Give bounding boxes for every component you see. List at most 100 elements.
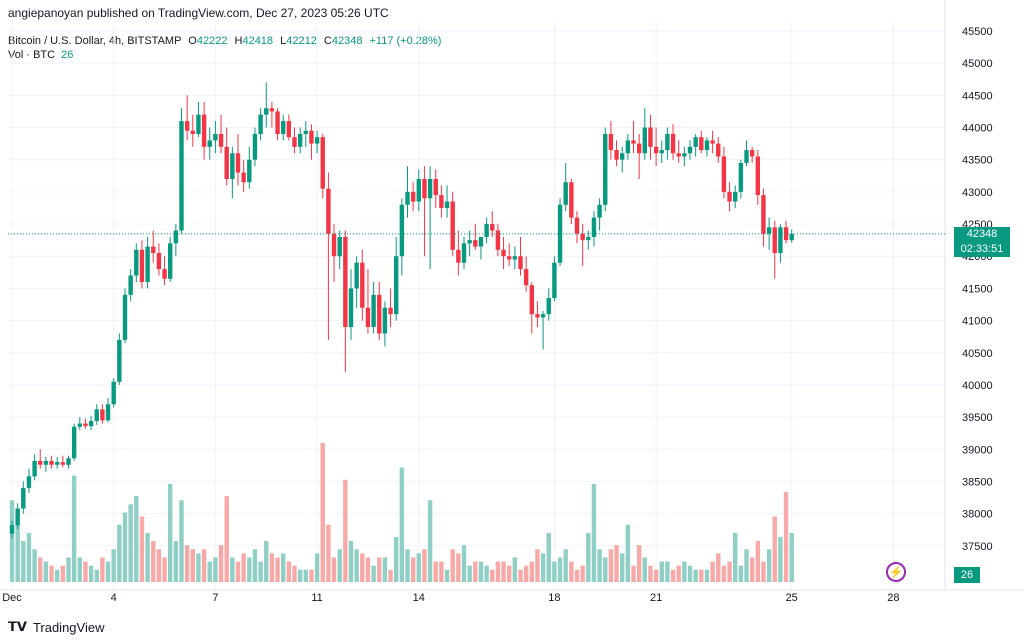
volume-bar: [21, 541, 26, 582]
y-tick-label: 45000: [962, 58, 993, 70]
volume-bar: [744, 549, 749, 582]
volume-bar: [247, 557, 252, 582]
candle-body: [196, 114, 201, 134]
volume-bar: [269, 553, 275, 582]
volume-bar: [38, 557, 43, 582]
candle-body: [348, 288, 354, 328]
volume-bar: [264, 541, 269, 582]
candle-body: [693, 137, 698, 147]
candle-body: [744, 150, 749, 163]
volume-bar: [518, 569, 523, 582]
candle-body: [597, 204, 602, 218]
volume-bar: [569, 561, 574, 582]
volume-bar: [586, 532, 591, 582]
candle-body: [235, 153, 241, 173]
candle-body: [473, 240, 478, 247]
candle-body: [636, 143, 642, 154]
candle-body: [60, 462, 66, 465]
volume-bar: [783, 492, 789, 582]
volume-bar: [665, 561, 670, 582]
y-tick-label: 40500: [962, 348, 993, 360]
volume-bar: [145, 532, 150, 582]
y-tick-label: 37500: [962, 541, 993, 553]
volume-bar: [535, 549, 540, 582]
volume-bar: [733, 532, 738, 582]
volume-bar: [365, 557, 371, 582]
volume-bar: [32, 549, 37, 582]
candle-body: [207, 140, 212, 147]
candle-body: [501, 249, 506, 257]
candle-body: [620, 153, 625, 160]
candle-body: [439, 195, 444, 208]
candle-body: [727, 191, 732, 202]
candle-body: [38, 460, 43, 465]
candle-body: [184, 121, 190, 131]
volume-bar: [563, 549, 568, 582]
volume-bar: [105, 561, 111, 582]
x-tick-label: Dec: [2, 592, 22, 604]
candle-body: [410, 191, 416, 202]
candle-body: [422, 179, 427, 199]
candle-body: [71, 426, 77, 459]
x-tick-label: 25: [786, 592, 798, 604]
y-tick-label: 40000: [962, 380, 993, 392]
candle-body: [529, 285, 534, 315]
candle-body: [365, 307, 371, 328]
volume-bar: [360, 553, 365, 582]
volume-bar: [162, 557, 167, 582]
volume-bar: [727, 561, 732, 582]
candle-body: [687, 146, 693, 154]
volume-bar: [71, 475, 77, 582]
volume-bar: [196, 553, 201, 582]
volume-bar: [168, 483, 173, 582]
candle-body: [26, 476, 32, 488]
x-tick-label: 14: [413, 592, 425, 604]
volume-bar: [461, 545, 467, 582]
candle-body: [337, 236, 342, 257]
volume-bar: [382, 557, 388, 582]
symbol-legend: Bitcoin / U.S. Dollar, 4h, BITSTAMP O422…: [8, 33, 441, 49]
volume-bar: [789, 532, 794, 582]
candle-body: [309, 130, 314, 144]
volume-bar: [749, 557, 755, 582]
lightning-icon[interactable]: ⚡: [886, 562, 906, 582]
volume-bar: [716, 553, 721, 582]
brand-name: TradingView: [32, 619, 105, 635]
y-tick-label: 41500: [962, 283, 993, 295]
volume-bar: [778, 537, 783, 582]
candle-body: [761, 195, 766, 234]
volume-bar: [241, 553, 246, 582]
volume-bar: [484, 565, 489, 582]
volume-bar: [230, 557, 235, 582]
change-value: +117 (+0.28%): [369, 35, 442, 47]
volume-bar: [252, 549, 258, 582]
candle-body: [625, 140, 631, 154]
open-value: 42222: [196, 35, 228, 47]
candle-body: [563, 182, 568, 205]
candle-body: [377, 294, 382, 334]
volume-bar: [552, 561, 557, 582]
volume-bar: [693, 569, 698, 582]
volume-bar: [117, 524, 122, 582]
volume-bar: [687, 565, 693, 582]
candle-body: [145, 246, 150, 282]
volume-bar: [444, 569, 450, 582]
volume-bar: [529, 561, 534, 582]
candle-body: [721, 156, 727, 192]
volume-bar: [546, 532, 551, 582]
footer-brand[interactable]: 𝗧𝗩 TradingView: [8, 619, 104, 635]
y-tick-label: 43000: [962, 187, 993, 199]
candle-body: [286, 121, 292, 138]
volume-bar: [772, 516, 777, 582]
volume-bar: [122, 512, 128, 582]
volume-bar: [258, 561, 263, 582]
candle-body: [490, 224, 495, 231]
volume-bar: [218, 545, 224, 582]
candle-body: [749, 150, 755, 157]
candle-body: [772, 227, 777, 254]
volume-bar: [427, 500, 433, 582]
volume-bar: [574, 569, 580, 582]
volume-bar: [478, 561, 484, 582]
volume-bar: [405, 549, 410, 582]
